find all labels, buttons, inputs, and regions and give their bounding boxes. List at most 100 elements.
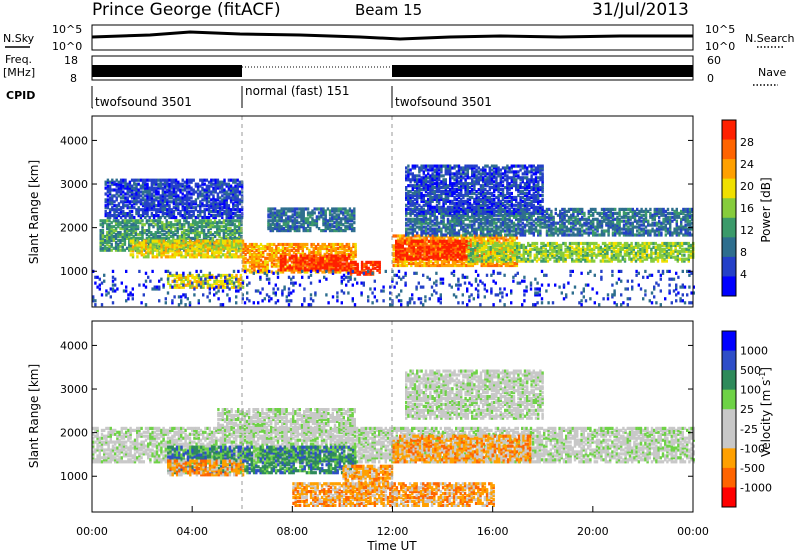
heatmap-cell <box>676 259 679 263</box>
heatmap-cell <box>616 229 619 233</box>
heatmap-cell <box>354 260 357 264</box>
heatmap-cell <box>145 255 148 259</box>
heatmap-cell <box>195 249 198 253</box>
heatmap-cell <box>521 217 524 221</box>
heatmap-cell <box>535 259 539 263</box>
heatmap-cell <box>527 253 530 257</box>
heatmap-cell <box>134 219 138 223</box>
heatmap-cell <box>145 229 149 233</box>
heatmap-cell <box>453 233 456 237</box>
heatmap-cell <box>506 225 509 229</box>
heatmap-cell <box>589 225 593 229</box>
heatmap-cell <box>453 227 456 231</box>
heatmap-cell <box>180 231 184 235</box>
heatmap-cell <box>360 268 364 272</box>
heatmap-cell <box>130 188 134 192</box>
heatmap-cell <box>677 233 681 237</box>
heatmap-cell <box>189 229 193 233</box>
heatmap-cell <box>345 264 349 268</box>
heatmap-cell <box>128 186 132 190</box>
heatmap-cell <box>397 247 400 251</box>
freq-unit: [MHz] <box>3 66 35 79</box>
heatmap-cell <box>334 256 338 260</box>
heatmap-cell <box>498 251 501 255</box>
heatmap-cell <box>332 262 335 266</box>
heatmap-cell <box>401 249 404 253</box>
heatmap-cell <box>501 217 505 221</box>
heatmap-cell <box>445 255 448 259</box>
heatmap-cell <box>200 253 203 257</box>
heatmap-cell <box>445 263 448 268</box>
heatmap-cell <box>500 263 503 268</box>
heatmap-cell <box>206 247 209 251</box>
heatmap-cell <box>315 254 318 258</box>
heatmap-cell <box>486 213 489 217</box>
heatmap-cell <box>622 219 626 223</box>
heatmap-cell <box>636 233 639 237</box>
heatmap-cell <box>113 188 116 192</box>
heatmap-cell <box>686 227 689 231</box>
heatmap-cell <box>132 221 135 225</box>
heatmap-cell <box>429 260 433 264</box>
heatmap-cell <box>348 264 351 268</box>
heatmap-cell <box>158 241 161 245</box>
heatmap-cell <box>489 241 492 246</box>
heatmap-cell <box>495 263 499 268</box>
heatmap-cell <box>523 233 527 237</box>
heatmap-cell <box>420 223 423 227</box>
heatmap-cell <box>688 233 692 237</box>
heatmap-cell <box>126 182 129 186</box>
heatmap-cell <box>319 246 322 251</box>
heatmap-cell <box>438 242 442 246</box>
heatmap-cell <box>136 243 139 247</box>
heatmap-cell <box>165 221 168 225</box>
heatmap-cell <box>297 262 300 266</box>
heatmap-cell <box>543 221 546 225</box>
heatmap-cell <box>436 260 439 264</box>
heatmap-cell <box>235 236 239 240</box>
heatmap-cell <box>215 251 218 255</box>
heatmap-cell <box>242 244 245 249</box>
heatmap-cell <box>207 229 210 233</box>
heatmap-cell <box>251 248 254 252</box>
heatmap-cell <box>427 234 431 238</box>
heatmap-cell <box>207 234 210 239</box>
heatmap-cell <box>312 266 316 270</box>
heatmap-cell <box>325 246 329 251</box>
heatmap-cell <box>663 257 666 261</box>
heatmap-cell <box>678 257 682 261</box>
heatmap-cell <box>414 249 418 253</box>
heatmap-cell <box>239 245 242 249</box>
heatmap-cell <box>541 225 544 229</box>
heatmap-cell <box>469 244 472 248</box>
heatmap-cell <box>129 239 132 243</box>
heatmap-cell <box>111 206 114 210</box>
heatmap-cell <box>128 232 131 237</box>
heatmap-cell <box>122 212 125 216</box>
heatmap-cell <box>498 245 501 249</box>
heatmap-cell <box>128 236 131 240</box>
heatmap-cell <box>156 234 160 239</box>
heatmap-cell <box>456 236 459 240</box>
heatmap-cell <box>277 268 280 272</box>
heatmap-cell <box>579 251 583 255</box>
heatmap-cell <box>323 268 327 272</box>
heatmap-cell <box>121 236 124 240</box>
heatmap-cell <box>638 227 641 231</box>
heatmap-cell <box>673 209 676 213</box>
heatmap-cell <box>259 258 263 262</box>
heatmap-cell <box>561 231 564 235</box>
heatmap-cell <box>509 259 512 263</box>
heatmap-cell <box>158 234 162 239</box>
heatmap-cell <box>134 236 138 240</box>
heatmap-cell <box>460 217 463 221</box>
heatmap-cell <box>653 211 656 215</box>
heatmap-cell <box>202 236 206 240</box>
heatmap-cell <box>627 217 630 221</box>
heatmap-cell <box>462 225 465 229</box>
heatmap-cell <box>522 251 525 255</box>
heatmap-cell <box>310 250 313 254</box>
heatmap-cell <box>111 208 114 212</box>
heatmap-cell <box>614 229 617 233</box>
heatmap-cell <box>603 211 606 215</box>
